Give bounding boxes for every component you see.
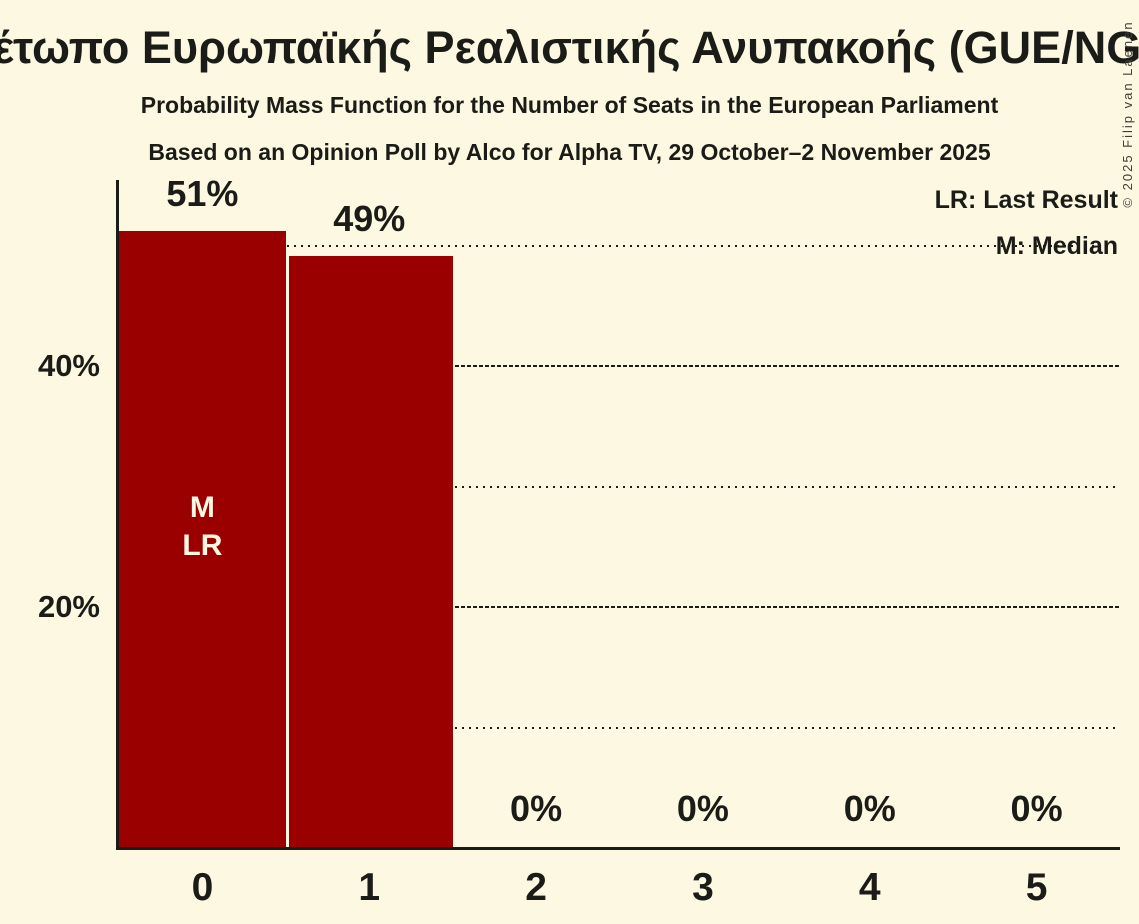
y-axis-line: [116, 180, 119, 850]
copyright-notice: © 2025 Filip van Laenen: [1117, 4, 1139, 224]
legend-last-result: LR: Last Result: [934, 186, 1118, 214]
x-tick-label-5: 5: [1025, 866, 1048, 909]
value-label-4: 0%: [843, 788, 896, 829]
bar-annotation-0: M LR: [119, 489, 286, 565]
legend: LR: Last Result M: Median: [935, 177, 1118, 269]
value-label-2: 0%: [510, 788, 563, 829]
chart-subtitle: Probability Mass Function for the Number…: [140, 92, 999, 118]
x-tick-label-1: 1: [358, 866, 381, 909]
bar-annotation-line-m: M: [189, 491, 215, 524]
gridline-40: [119, 365, 1120, 367]
bar-annotation-line-lr: LR: [182, 529, 223, 562]
x-axis-line: [116, 847, 1120, 850]
x-tick-label-3: 3: [692, 866, 714, 909]
x-tick-label-0: 0: [191, 866, 214, 909]
legend-median: M: Median: [995, 232, 1118, 260]
gridline-50: [119, 244, 1120, 247]
copyright-text: © 2025 Filip van Laenen: [1120, 20, 1135, 208]
value-label-1: 49%: [333, 197, 406, 239]
x-tick-label-4: 4: [858, 866, 881, 909]
x-tick-label-2: 2: [525, 866, 547, 909]
gridline-20: [119, 606, 1120, 608]
gridline-30: [119, 485, 1120, 488]
value-label-0: 51%: [166, 173, 239, 215]
y-axis-label-20: 20%: [37, 589, 100, 624]
y-axis-label-40: 40%: [37, 348, 100, 383]
page-title: Μέτωπο Ευρωπαϊκής Ρεαλιστικής Ανυπακοής …: [0, 22, 1139, 73]
value-label-3: 0%: [676, 788, 729, 829]
gridline-10: [119, 726, 1120, 729]
value-label-5: 0%: [1010, 788, 1063, 829]
chart-poll-info: Based on an Opinion Poll by Alco for Alp…: [148, 139, 991, 165]
bar-0: [119, 231, 286, 847]
bar-1: [285, 255, 453, 847]
